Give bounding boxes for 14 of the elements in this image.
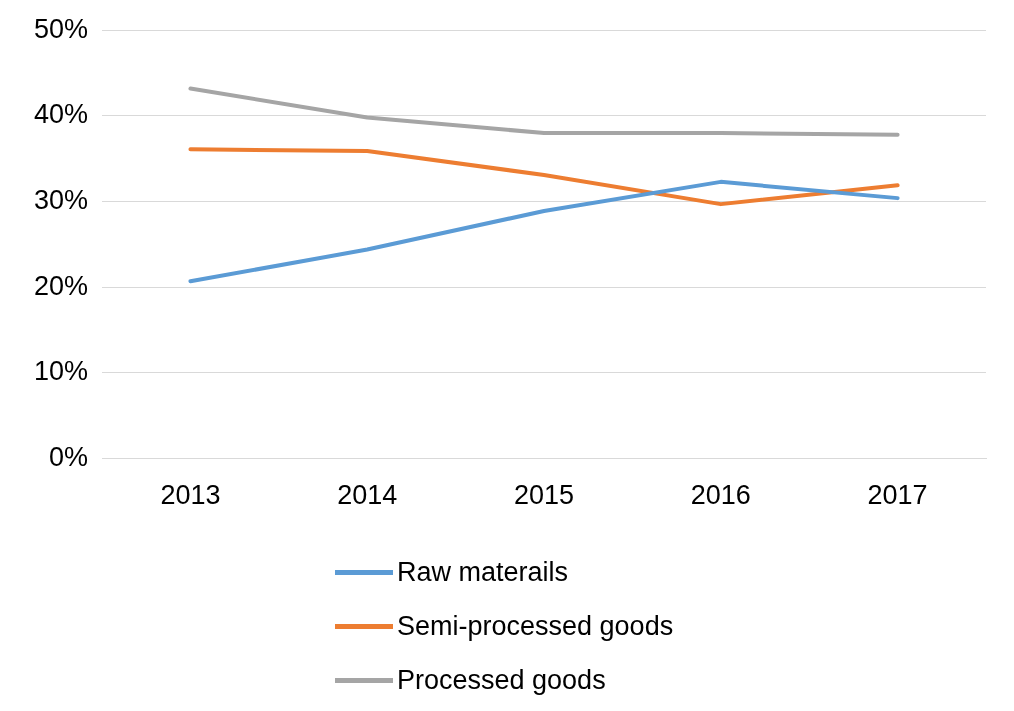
x-tick-label: 2014: [337, 480, 398, 511]
x-tick-label: 2017: [867, 480, 928, 511]
legend-label: Semi-processed goods: [397, 610, 674, 642]
x-tick-label: 2016: [690, 480, 751, 511]
legend-label: Raw materails: [397, 556, 569, 588]
y-tick-label: 20%: [33, 270, 89, 301]
legend-label: Processed goods: [397, 664, 606, 696]
x-tick-label: 2015: [513, 480, 575, 511]
y-tick-label: 10%: [33, 356, 89, 387]
y-tick-label: 50%: [33, 13, 89, 44]
y-tick-label: 30%: [33, 185, 89, 216]
x-tick-label: 2013: [160, 480, 221, 511]
y-tick-label: 40%: [33, 99, 89, 130]
y-tick-label: 0%: [49, 442, 89, 473]
